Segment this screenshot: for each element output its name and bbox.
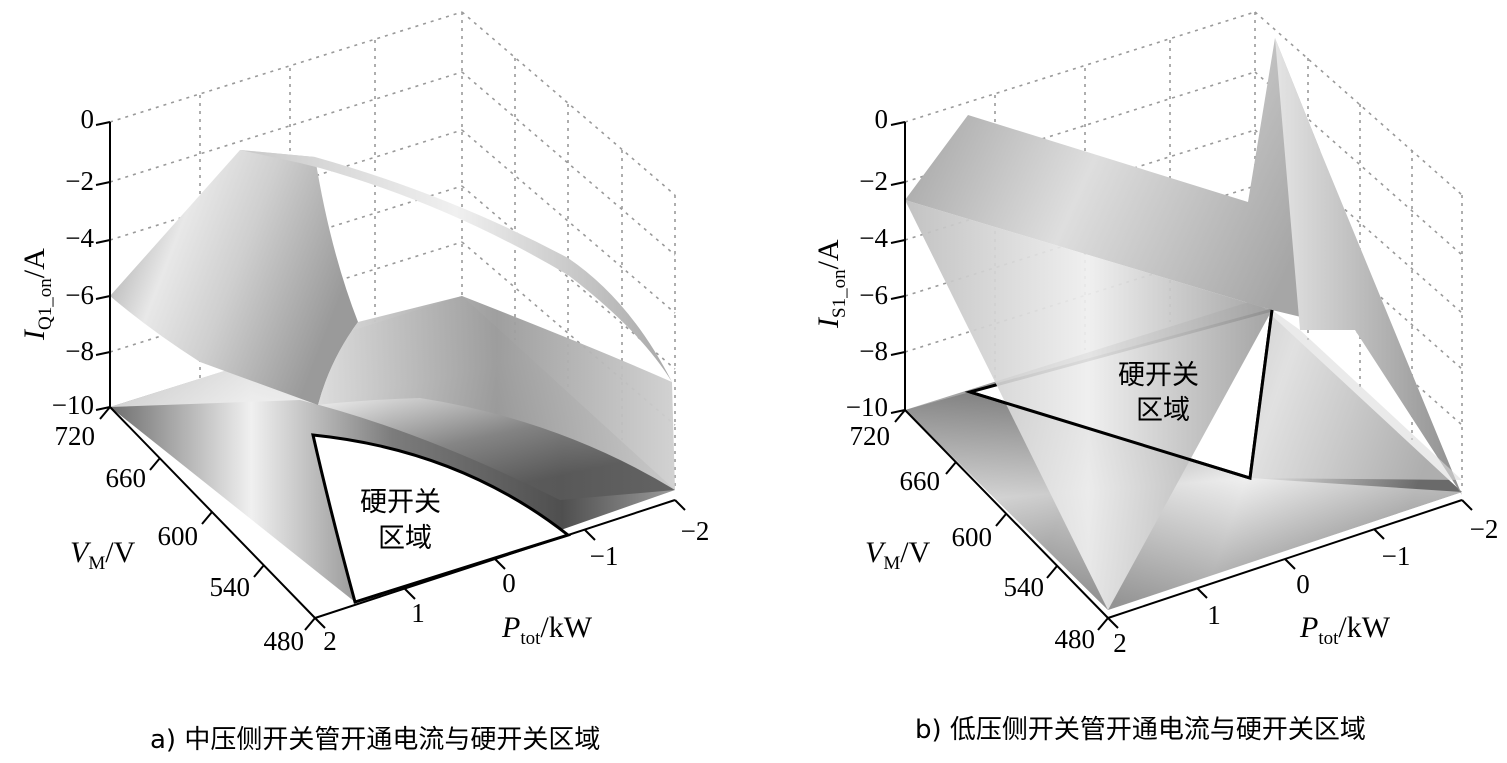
annotation-a-line2: 区域 xyxy=(378,523,432,554)
surface-b-back-plane xyxy=(905,38,1355,330)
z-axis-label-b: IS1_on/A xyxy=(812,239,850,329)
surface-b-right-wedge xyxy=(1250,310,1462,480)
hard-switch-boundary-b xyxy=(969,309,1274,480)
x-tick-label: −1 xyxy=(590,541,619,571)
y-tick-label: 540 xyxy=(1004,572,1045,602)
annotation-a-line1: 硬开关 xyxy=(360,487,441,518)
annotation-b-line2: 区域 xyxy=(1136,395,1190,426)
y-tick-label: 660 xyxy=(900,466,941,496)
x-ticks-a xyxy=(314,499,686,629)
x-tick-label: −1 xyxy=(1382,541,1411,571)
z-tick-label: −6 xyxy=(65,280,94,310)
z-tick-label: −8 xyxy=(859,336,888,366)
z-ticks-a xyxy=(95,121,111,411)
surface-a-wall xyxy=(318,296,675,490)
caption-b: b) 低压侧开关管开通电流与硬开关区域 xyxy=(915,715,1366,745)
z-tick-label: −4 xyxy=(859,223,888,253)
x-tick-label: 2 xyxy=(323,626,337,656)
annotation-b-line1: 硬开关 xyxy=(1118,360,1199,391)
surface-b-front-plane xyxy=(905,200,1272,610)
z-tick-label: 0 xyxy=(875,104,889,134)
x-axis-label-b: Ptot/kW xyxy=(1299,611,1391,649)
y-axis-label-a: VM/V xyxy=(70,536,136,574)
x-ticks-b xyxy=(1107,499,1473,629)
y-tick-label: 600 xyxy=(158,521,199,551)
y-ticks-b xyxy=(894,409,1109,631)
z-tick-label: −2 xyxy=(65,166,94,196)
surface-b-right-plane xyxy=(1275,38,1462,495)
panel-b: 0 −2 −4 −6 −8 −10 720 660 600 540 480 −2… xyxy=(812,11,1499,745)
z-tick-label: −10 xyxy=(846,392,888,422)
z-tick-label: −8 xyxy=(65,336,94,366)
surface-a-left-sheet xyxy=(110,150,358,405)
y-tick-label: 660 xyxy=(106,463,147,493)
z-ticks-b xyxy=(890,121,906,414)
x-tick-label: 0 xyxy=(1296,569,1310,599)
z-tick-label: −10 xyxy=(52,390,94,420)
y-tick-label: 600 xyxy=(952,522,993,552)
caption-a: a) 中压侧开关管开通电流与硬开关区域 xyxy=(150,725,600,755)
y-tick-label: 720 xyxy=(850,421,891,451)
x-axis-label-a: Ptot/kW xyxy=(501,611,593,649)
y-tick-label: 480 xyxy=(1055,624,1096,654)
z-tick-label: −6 xyxy=(859,280,888,310)
y-tick-label: 480 xyxy=(264,626,305,656)
x-tick-label: 0 xyxy=(502,568,516,598)
x-tick-label: −2 xyxy=(681,516,710,546)
z-tick-label: −4 xyxy=(65,223,94,253)
x-tick-label: −2 xyxy=(1470,514,1499,544)
x-tick-label: 1 xyxy=(411,598,425,628)
y-ticks-a xyxy=(99,406,316,631)
panel-a: 0 −2 −4 −6 −8 −10 720 660 600 540 480 −2… xyxy=(18,11,710,755)
x-tick-label: 2 xyxy=(1113,628,1127,658)
y-axis-label-b: VM/V xyxy=(865,536,931,574)
x-tick-label: 1 xyxy=(1207,600,1221,630)
z-axis-label-a: IQ1_on/A xyxy=(18,248,56,341)
y-axis-b xyxy=(904,409,1109,619)
z-tick-label: −2 xyxy=(859,166,888,196)
z-tick-label: 0 xyxy=(81,104,95,134)
y-tick-label: 540 xyxy=(210,572,251,602)
y-tick-label: 720 xyxy=(55,421,96,451)
